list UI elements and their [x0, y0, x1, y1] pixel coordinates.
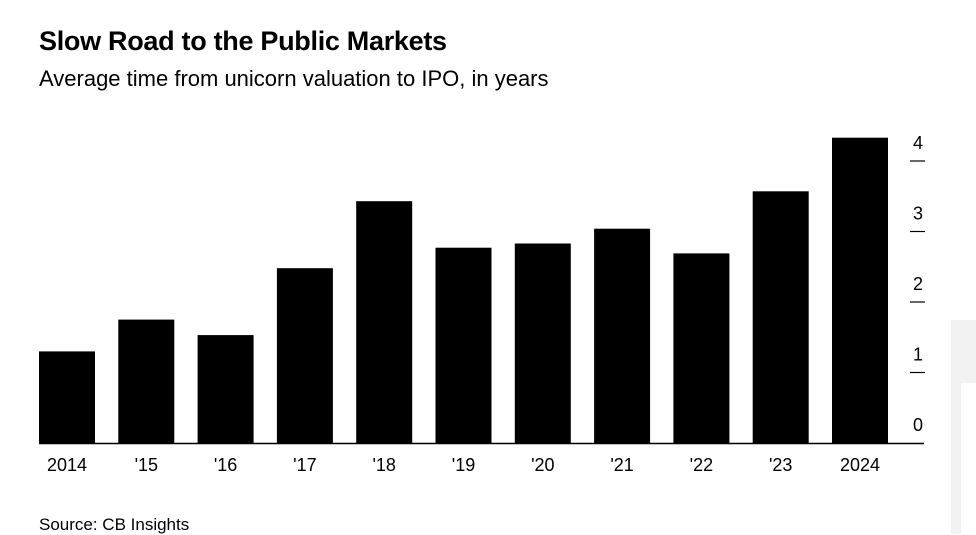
bar-1 [118, 319, 175, 443]
x-tick-label-2: '16 [214, 455, 237, 475]
x-tick-label-0: 2014 [47, 455, 87, 475]
source-note: Source: CB Insights [39, 515, 190, 534]
bar-7 [594, 228, 651, 443]
x-tick-label-4: '18 [372, 455, 395, 475]
chart-subtitle: Average time from unicorn valuation to I… [39, 66, 549, 91]
bars-group [39, 137, 888, 443]
bar-10 [832, 137, 888, 443]
y-tick-label-1: 1 [913, 345, 923, 365]
x-tick-label-8: '22 [690, 455, 713, 475]
x-tick-label-3: '17 [293, 455, 316, 475]
edge-strip-inner [961, 383, 976, 534]
bar-4 [356, 201, 413, 443]
x-tick-label-9: '23 [769, 455, 792, 475]
bar-0 [39, 351, 95, 443]
x-tick-label-7: '21 [610, 455, 633, 475]
y-tick-label-3: 3 [913, 204, 923, 224]
x-tick-label-1: '15 [135, 455, 158, 475]
bar-3 [276, 268, 333, 443]
chart-title: Slow Road to the Public Markets [39, 26, 447, 56]
x-tick-label-5: '19 [452, 455, 475, 475]
y-axis: 0 1 2 3 4 [910, 133, 925, 435]
y-tick-label-0: 0 [913, 415, 923, 435]
bar-8 [673, 253, 730, 443]
bar-6 [514, 243, 571, 443]
y-tick-label-2: 2 [913, 274, 923, 294]
bar-9 [752, 191, 809, 443]
x-tick-label-10: 2024 [840, 455, 880, 475]
x-tick-labels: 2014 '15 '16 '17 '18 '19 '20 '21 '22 '23 2024 [47, 455, 880, 475]
x-tick-label-6: '20 [531, 455, 554, 475]
y-tick-label-4: 4 [913, 133, 923, 153]
bar-2 [197, 335, 254, 443]
bar-5 [435, 247, 492, 443]
